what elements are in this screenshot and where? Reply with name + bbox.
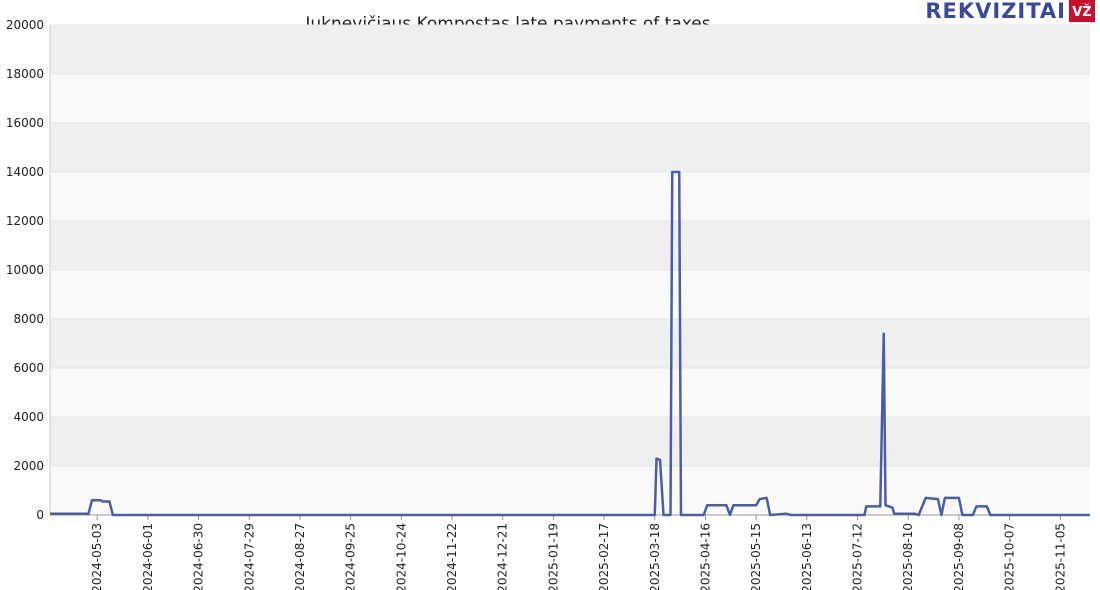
x-tick-label: 2025-10-07 bbox=[1003, 523, 1017, 590]
y-tick-label: 4000 bbox=[13, 410, 44, 424]
x-tick-label: 2024-05-03 bbox=[90, 523, 104, 590]
x-tick-label: 2025-09-08 bbox=[952, 523, 966, 590]
x-tick-label: 2024-06-01 bbox=[141, 523, 155, 590]
x-tick-label: 2024-09-25 bbox=[344, 523, 358, 590]
x-tick-label: 2025-02-17 bbox=[597, 523, 611, 590]
y-tick-label: 8000 bbox=[13, 312, 44, 326]
x-tick-label: 2025-03-18 bbox=[648, 523, 662, 590]
data-line bbox=[50, 170, 1090, 517]
grid-band bbox=[50, 417, 1090, 466]
y-tick-label: 18000 bbox=[6, 67, 44, 81]
x-tick-label: 2024-08-27 bbox=[293, 523, 307, 590]
x-tick-label: 2024-07-29 bbox=[242, 523, 256, 590]
x-tick-label: 2024-11-22 bbox=[445, 523, 459, 590]
y-tick-label: 20000 bbox=[6, 18, 44, 32]
brand-logo: REKVIZITAI bbox=[925, 0, 1066, 23]
x-tick-label: 2024-06-30 bbox=[192, 523, 206, 590]
x-tick-label: 2025-04-16 bbox=[698, 523, 712, 590]
x-tick-label: 2025-11-05 bbox=[1053, 523, 1067, 590]
x-tick-label: 2025-06-13 bbox=[800, 523, 814, 590]
grid-band bbox=[50, 221, 1090, 270]
y-tick-label: 10000 bbox=[6, 263, 44, 277]
x-tick-label: 2025-01-19 bbox=[546, 523, 560, 590]
x-tick-label: 2024-10-24 bbox=[394, 523, 408, 590]
brand-badge-bg bbox=[1069, 0, 1095, 22]
y-tick-label: 2000 bbox=[13, 459, 44, 473]
grid-band bbox=[50, 25, 1090, 74]
x-tick-label: 2025-05-15 bbox=[749, 523, 763, 590]
y-tick-label: 16000 bbox=[6, 116, 44, 130]
y-tick-label: 6000 bbox=[13, 361, 44, 375]
x-tick-label: 2025-08-10 bbox=[901, 523, 915, 590]
grid-band bbox=[50, 319, 1090, 368]
y-tick-label: 12000 bbox=[6, 214, 44, 228]
y-tick-label: 0 bbox=[36, 508, 44, 522]
y-tick-label: 14000 bbox=[6, 165, 44, 179]
brand-badge: VŽ bbox=[1072, 4, 1092, 20]
grid-band bbox=[50, 123, 1090, 172]
x-tick-label: 2025-07-12 bbox=[851, 523, 865, 590]
x-tick-label: 2024-12-21 bbox=[496, 523, 510, 590]
